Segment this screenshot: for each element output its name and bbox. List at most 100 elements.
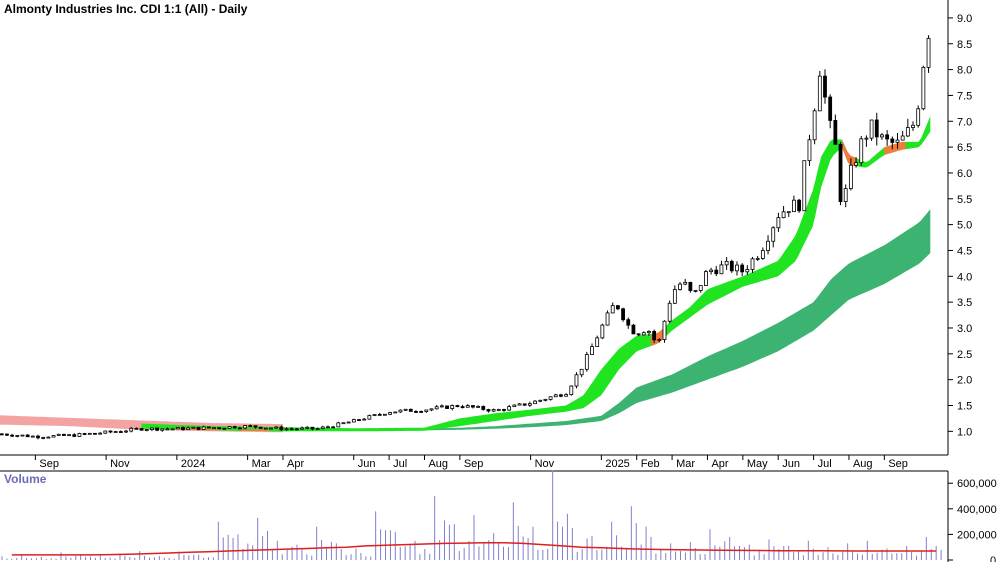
candle-body: [662, 320, 667, 340]
long-ribbon: [424, 209, 931, 431]
candle-body: [326, 426, 330, 429]
candle-body: [305, 426, 310, 429]
candle-body: [631, 324, 636, 335]
candle-body: [51, 435, 56, 438]
candles: [0, 35, 931, 440]
candle-body: [331, 426, 336, 429]
candle-body: [367, 415, 372, 420]
candle-body: [383, 413, 387, 416]
candle-body: [439, 405, 444, 408]
candle-body: [496, 409, 501, 411]
price-pane: 9.0 8.5 8.0 7.5 7.0 6.5 6.0 5.5 5.0 4.5 4.0 3.5 3.0 2…: [0, 0, 972, 456]
x-tick-label: Jul: [818, 458, 832, 470]
candle-body: [491, 409, 496, 412]
candle-body: [621, 308, 625, 321]
candle-body: [579, 368, 584, 376]
x-tick-label: Mar: [676, 458, 695, 470]
price-tick-label: 2.5: [957, 349, 972, 361]
candle-body: [398, 409, 403, 413]
candle-body: [900, 135, 905, 141]
candle-body: [771, 227, 776, 242]
x-tick-label: Feb: [641, 458, 660, 470]
volume-title: Volume: [4, 472, 47, 486]
candle-body: [657, 339, 662, 341]
candle-body: [647, 331, 651, 334]
price-tick-label: 5.0: [957, 220, 972, 232]
candle-body: [766, 240, 770, 251]
candle-body: [729, 260, 734, 272]
short-ribbon-bull: [141, 116, 931, 432]
candle-body: [238, 427, 242, 430]
candle-body: [393, 411, 398, 414]
candle-body: [548, 396, 553, 400]
short-ribbon-bear: [884, 141, 906, 155]
candle-body: [564, 394, 569, 397]
candle-body: [460, 406, 465, 409]
candle-body: [87, 432, 92, 435]
candle-body: [776, 217, 781, 229]
candle-body: [828, 96, 833, 121]
candle-body: [693, 290, 698, 292]
volume-axis: 600,000 400,000 200,000 0: [948, 478, 997, 562]
candle-body: [150, 427, 154, 431]
candle-body: [103, 430, 108, 434]
candle-body: [82, 433, 87, 435]
candle-body: [222, 427, 227, 430]
candle-body: [30, 435, 35, 438]
candle-body: [543, 398, 548, 401]
candle-body: [320, 426, 325, 429]
price-tick-label: 8.5: [957, 39, 972, 51]
candle-body: [667, 302, 672, 322]
candle-body: [201, 426, 206, 430]
candle-body: [797, 199, 802, 212]
candle-body: [926, 37, 931, 68]
candle-body: [144, 429, 149, 432]
short-ribbon-bear: [841, 139, 856, 167]
short-ribbon: [141, 116, 931, 432]
price-tick-label: 3.0: [957, 323, 972, 335]
candle-body: [843, 188, 848, 202]
candle-body: [465, 405, 470, 408]
candle-body: [584, 354, 589, 370]
candle-body: [874, 119, 879, 138]
candle-body: [362, 418, 367, 421]
candle-body: [72, 434, 77, 437]
candle-body: [175, 427, 180, 430]
candle-body: [869, 119, 874, 139]
candle-body: [258, 426, 263, 429]
candle-body: [574, 374, 579, 387]
candle-body: [20, 434, 25, 437]
candle-body: [388, 412, 392, 415]
short-ribbon-bear: [240, 429, 269, 432]
candle-body: [300, 427, 304, 430]
candle-body: [719, 264, 724, 275]
x-tick-label: Mar: [252, 458, 271, 470]
price-tick-label: 4.0: [957, 271, 972, 283]
candle-body: [346, 421, 351, 424]
candle-body: [735, 264, 739, 272]
candle-body: [895, 139, 900, 143]
candle-body: [615, 305, 620, 310]
candle-body: [745, 269, 750, 273]
candle-body: [139, 428, 144, 431]
candle-body: [336, 422, 341, 428]
candle-body: [812, 110, 817, 141]
candle-body: [10, 434, 15, 437]
candle-body: [859, 138, 864, 164]
candle-body: [372, 414, 377, 416]
x-tick-label: 2024: [181, 458, 205, 470]
x-tick-label: Sep: [464, 458, 484, 470]
candle-body: [98, 432, 103, 435]
candle-body: [227, 426, 232, 429]
candle-body: [672, 289, 677, 304]
candle-body: [626, 319, 631, 326]
candle-body: [294, 428, 299, 431]
candle-body: [206, 426, 211, 429]
price-tick-label: 9.0: [957, 13, 972, 25]
candle-body: [864, 137, 869, 140]
candle-body: [688, 281, 693, 291]
x-tick-label: Sep: [888, 458, 908, 470]
price-tick-label: 1.5: [957, 400, 972, 412]
candle-body: [424, 409, 429, 412]
candle-body: [160, 428, 165, 431]
